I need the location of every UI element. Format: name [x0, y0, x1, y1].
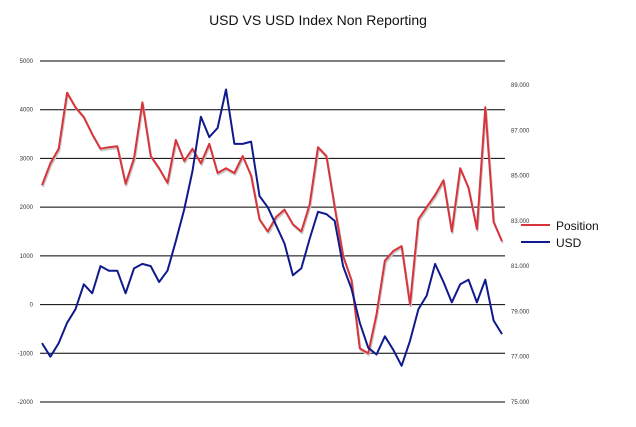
right-tick-label: 81.000: [511, 264, 530, 270]
right-tick-label: 89.000: [511, 83, 530, 89]
left-tick-label: 0: [30, 303, 34, 309]
right-tick-label: 79.000: [511, 309, 530, 315]
series-layer: [41, 88, 504, 367]
right-tick-label: 83.000: [511, 219, 530, 225]
legend-label-usd: USD: [556, 236, 582, 250]
right-axis-ticks: 89.000 87.000 85.000 83.000 81.000 79.000 77.0…: [511, 83, 530, 406]
left-tick-label: 5000: [20, 59, 34, 65]
chart-title: USD VS USD Index Non Reporting: [209, 12, 427, 28]
legend-label-position: Position: [556, 219, 599, 233]
right-tick-label: 75.000: [511, 400, 530, 406]
series-line-usd: [41, 88, 503, 367]
left-tick-label: 2000: [20, 205, 34, 211]
left-tick-label: -2000: [18, 400, 34, 406]
left-tick-label: 3000: [20, 156, 34, 162]
series-line-position: [41, 91, 503, 355]
left-axis-ticks: 5000 4000 3000 2000 1000 0 -1000 -2000: [18, 59, 34, 406]
gridlines: [40, 60, 505, 403]
right-tick-label: 85.000: [511, 174, 530, 180]
left-tick-label: -1000: [18, 351, 34, 357]
left-tick-label: 1000: [20, 254, 34, 260]
left-tick-label: 4000: [20, 108, 34, 114]
legend: Position USD: [521, 219, 599, 250]
right-tick-label: 77.000: [511, 355, 530, 361]
right-tick-label: 87.000: [511, 128, 530, 134]
